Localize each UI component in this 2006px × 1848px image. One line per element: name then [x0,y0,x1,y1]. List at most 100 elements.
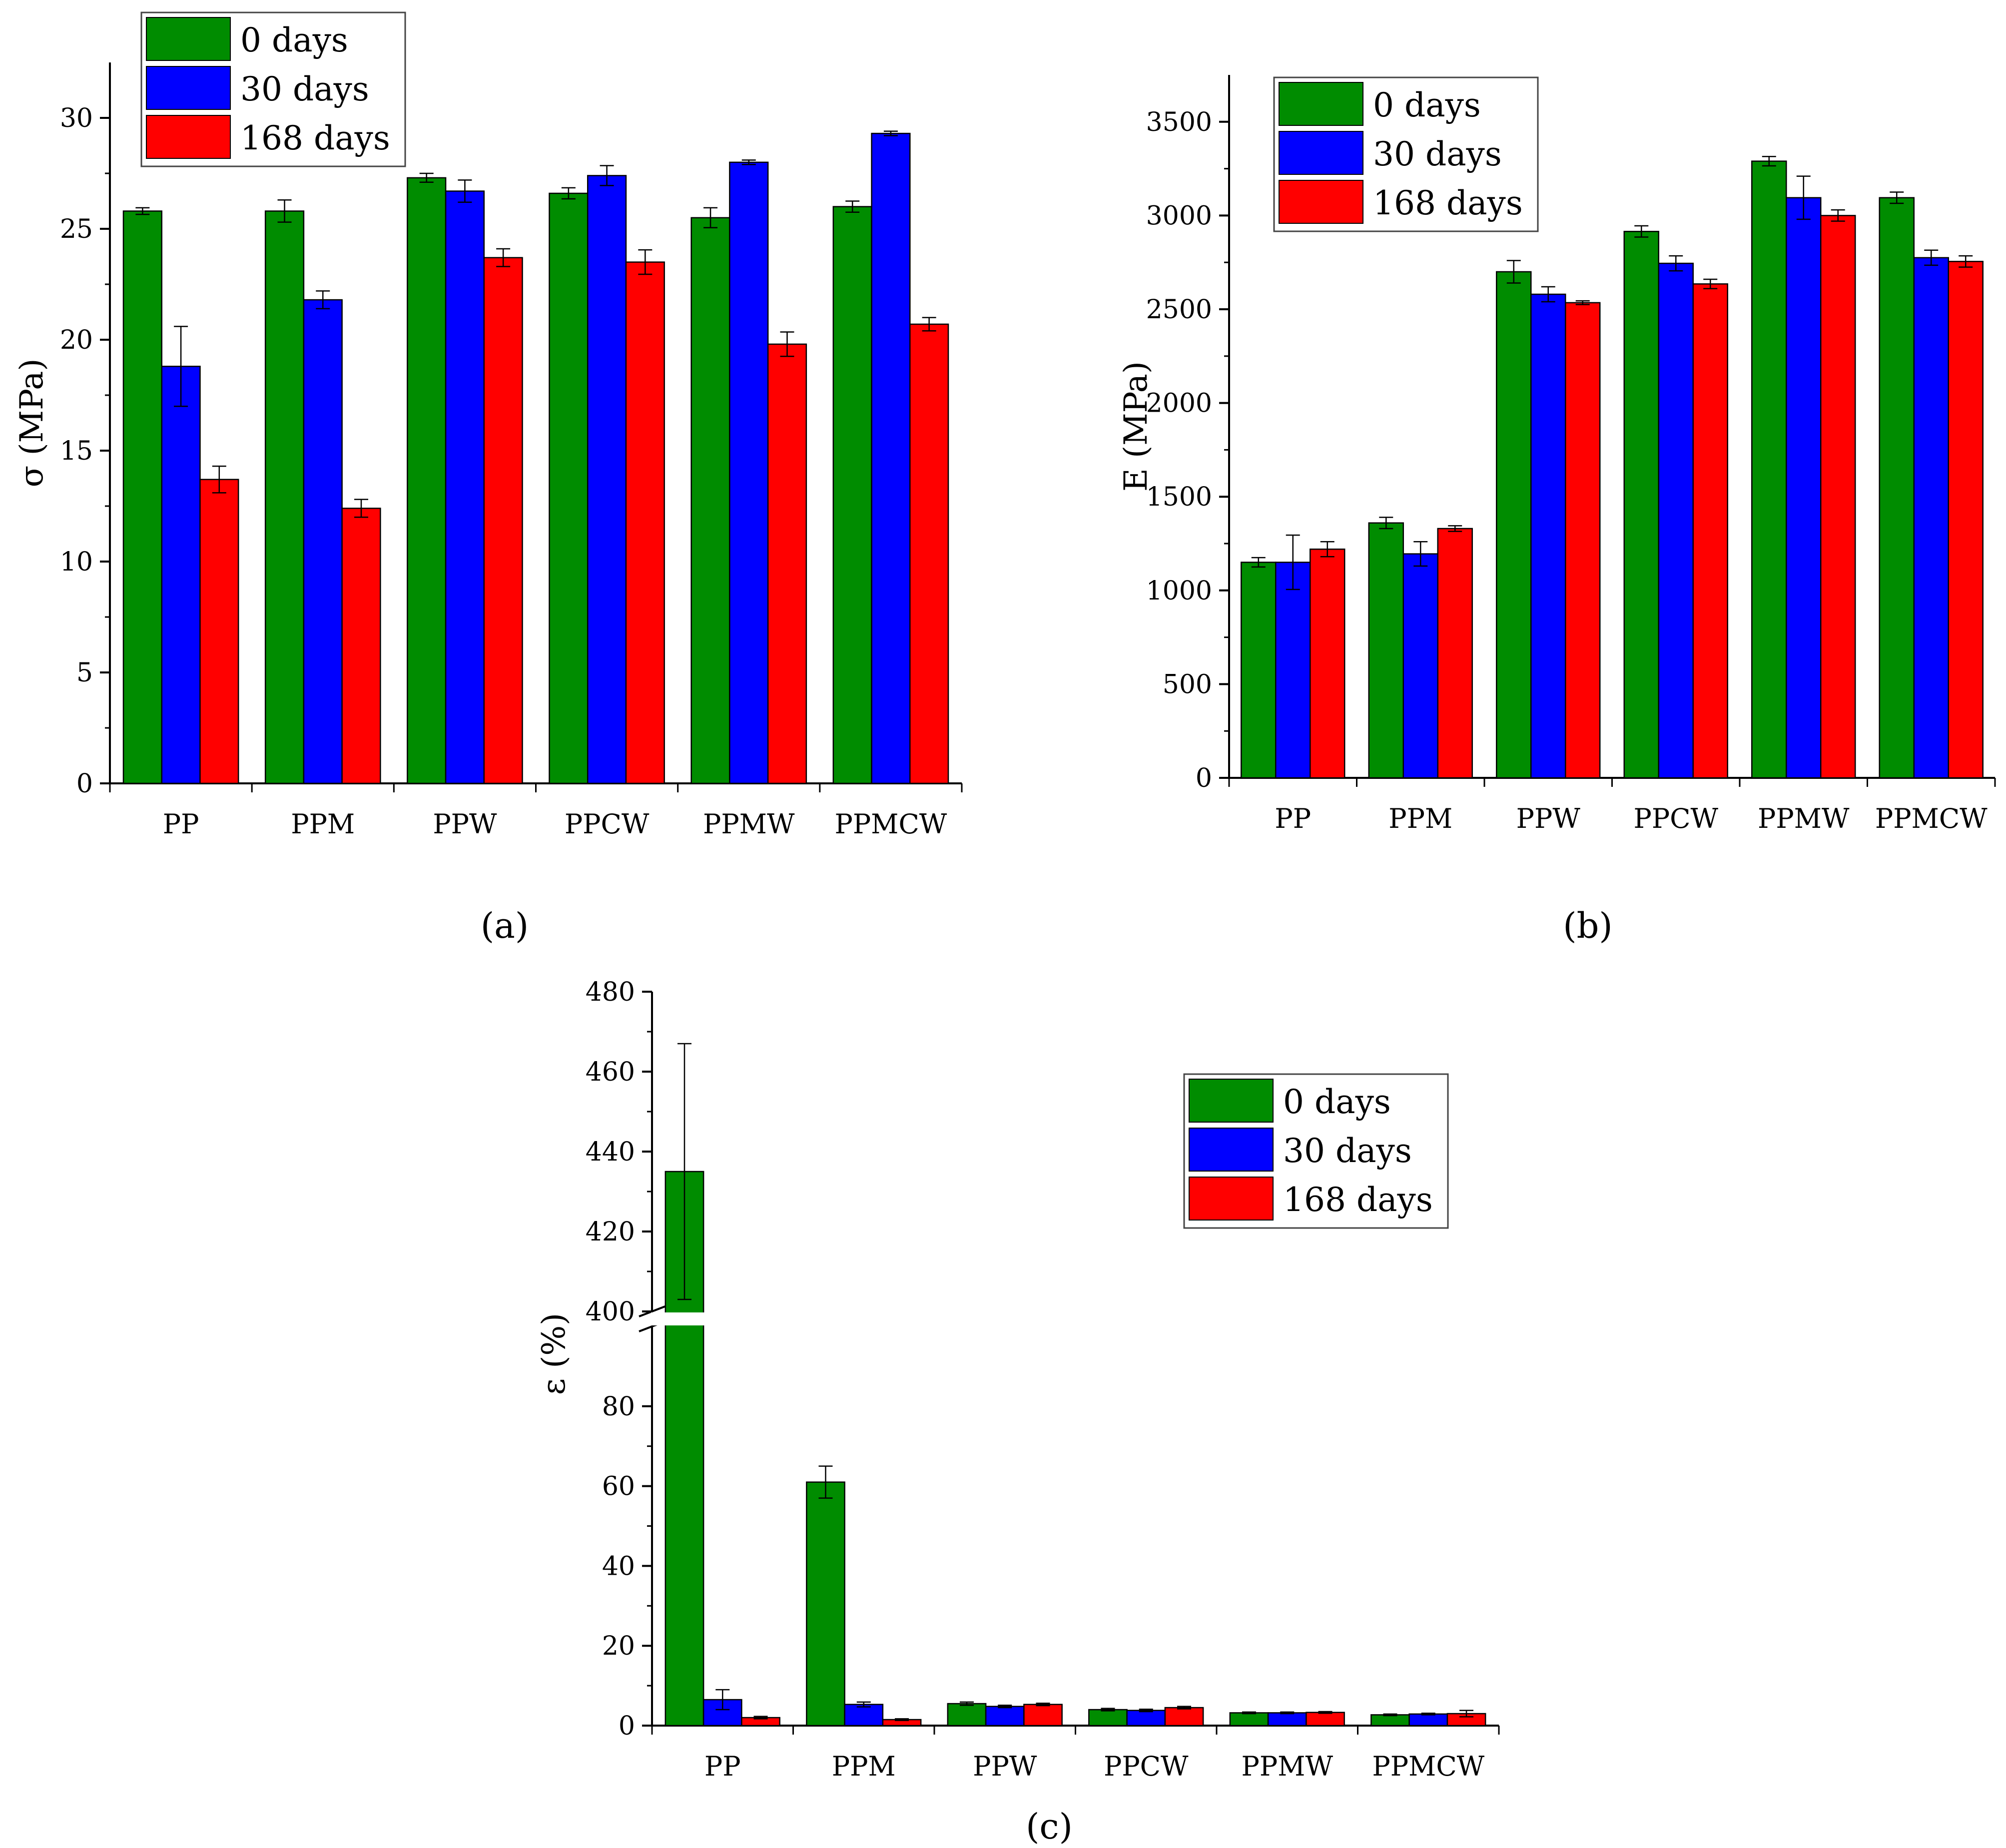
bar-PPCW-1 [587,175,627,784]
bar-PPCW-2 [1692,283,1728,779]
y-tick-label-7: 3500 [1146,107,1212,137]
y-upper-tick-label-2: 440 [586,1137,635,1167]
bar-PPM-0 [806,1481,845,1727]
x-tick-label-PP: PP [163,808,199,840]
legend-label-1: 30 days [1373,135,1502,173]
x-tick-label-PPMW: PPMW [703,808,795,840]
x-tick-label-PPMCW: PPMCW [835,808,947,840]
x-tick-label-PP: PP [1275,803,1311,834]
bar-PPMW-1 [729,161,769,784]
bar-PPM-1 [844,1704,884,1727]
y-tick-label-1: 5 [76,658,93,688]
legend-label-2: 168 days [1373,184,1523,222]
y-lower-tick-label-4: 80 [602,1392,635,1422]
legend-label-0: 0 days [240,21,348,59]
legend-swatch-0 [1189,1079,1274,1123]
bar-PPCW-1 [1658,262,1694,779]
legend-label-2: 168 days [1283,1181,1433,1219]
x-tick-label-PPW: PPW [973,1751,1037,1782]
y-lower-tick-label-2: 40 [602,1551,635,1581]
y-tick-label-0: 0 [76,769,93,799]
bar-PPMCW-2 [909,323,949,784]
legend-swatch-2 [1189,1177,1274,1221]
legend-swatch-2 [1279,180,1363,224]
panel-label: (a) [481,905,529,946]
legend-label-2: 168 days [240,119,390,157]
bar-PPW-0 [1496,271,1532,779]
x-tick-label-PPCW: PPCW [1634,803,1719,834]
x-tick-label-PPMCW: PPMCW [1875,803,1988,834]
bar-PPM-0 [264,210,305,784]
x-tick-label-PPMW: PPMW [1242,1751,1334,1782]
y-tick-label-3: 15 [60,436,93,466]
y-tick-label-0: 0 [1196,763,1212,793]
bar-PPW-1 [1530,293,1566,779]
bar-PPCW-1 [1126,1710,1166,1727]
y-axis-label: σ (MPa) [13,359,50,488]
bar-PPW-2 [1564,302,1601,779]
bar-PPCW-0 [1623,231,1660,779]
x-tick-label-PPW: PPW [1516,803,1581,834]
y-upper-tick-label-4: 480 [586,977,635,1007]
y-tick-label-5: 2500 [1146,295,1212,325]
legend-swatch-1 [1279,131,1363,175]
y-tick-label-3: 1500 [1146,482,1212,512]
y-tick-label-5: 25 [60,214,93,244]
bar-PPW-1 [445,190,485,784]
x-tick-label-PPMCW: PPMCW [1372,1751,1484,1782]
bar-PPMCW-1 [1913,257,1949,779]
bar-PPMCW-0 [1370,1714,1410,1727]
bar-PPM-0 [1368,522,1404,779]
bar-PPCW-0 [549,192,589,784]
bar-PPMCW-0 [832,206,872,784]
y-lower-tick-label-3: 60 [602,1472,635,1502]
x-tick-label-PPMW: PPMW [1758,803,1850,834]
bar-PPM-1 [303,299,343,784]
y-upper-tick-label-1: 420 [586,1217,635,1247]
bar-PP-2 [1309,549,1345,779]
legend-swatch-1 [1189,1128,1274,1172]
bar-PPW-2 [1023,1704,1063,1727]
bar-PPW-0 [407,177,447,784]
legend-label-1: 30 days [240,70,369,108]
bar-PPM-2 [341,508,381,784]
bar-PP-2 [199,479,239,784]
y-upper-tick-label-3: 460 [586,1057,635,1087]
y-axis-label: ε (%) [536,1313,573,1395]
bar-PPMW-1 [1267,1712,1307,1727]
x-tick-label-PPM: PPM [832,1751,896,1782]
x-tick-label-PP: PP [704,1751,741,1782]
bar-PPMW-2 [1820,215,1856,779]
y-tick-label-1: 500 [1163,669,1212,699]
y-tick-label-4: 2000 [1146,389,1212,419]
bar-PPMW-1 [1786,197,1822,779]
y-lower-tick-label-0: 0 [619,1711,635,1741]
legend-label-0: 0 days [1283,1083,1391,1121]
y-axis-label: E (MPa) [1118,361,1155,492]
bar-PPMCW-0 [1879,197,1915,779]
legend-label-0: 0 days [1373,86,1481,124]
bar-PPMW-2 [1306,1712,1345,1727]
bar-PP-0 [1241,562,1277,779]
bar-PPMW-2 [767,343,807,784]
bar-PP-1 [1275,562,1311,779]
bar-PPMW-0 [1751,160,1787,779]
x-tick-label-PPCW: PPCW [1104,1751,1189,1782]
bar-PPW-2 [483,257,523,784]
y-tick-label-6: 3000 [1146,201,1212,231]
legend-swatch-0 [1279,82,1363,126]
y-tick-label-2: 10 [60,547,93,577]
chart-c: 0 20 40 60 80 400 420 440 460 480 PP PPM PPW PPCW PPMW… [536,977,1500,1847]
chart-a: 0 5 10 15 20 25 30 PP PPM PPW PPCW PPMW PPMCW σ (MPa)… [13,11,963,946]
y-tick-label-2: 1000 [1146,576,1212,606]
bar-PP-1 [161,366,201,784]
bar-PPW-0 [947,1703,987,1727]
x-tick-label-PPCW: PPCW [565,808,650,840]
legend-swatch-1 [146,66,231,110]
bar-PPCW-2 [625,261,665,784]
y-upper-tick-label-0: 400 [586,1297,635,1327]
bar-PPW-1 [985,1706,1025,1727]
axis-break-gap [651,1312,1498,1325]
bar-PPCW-2 [1164,1707,1204,1727]
